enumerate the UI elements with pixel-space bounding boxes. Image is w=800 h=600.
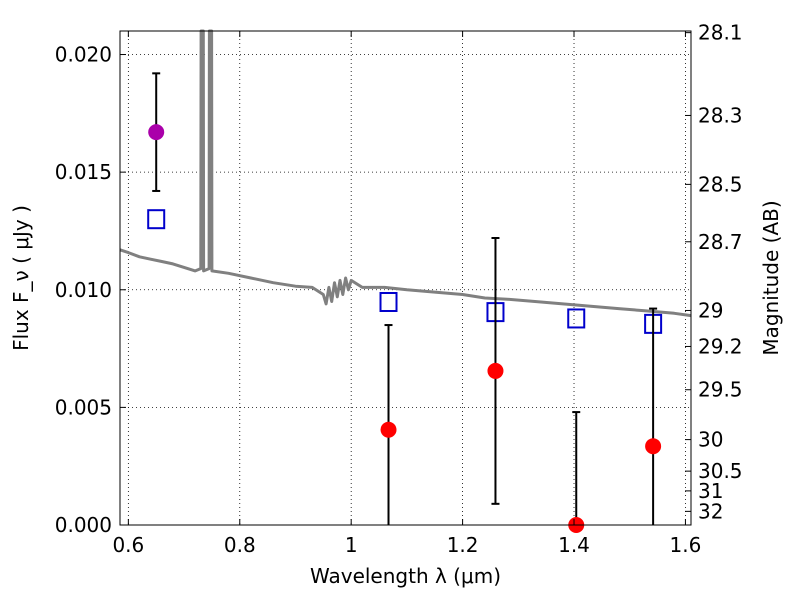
y-axis-title: Flux F_ν ( μJy ) (9, 205, 33, 351)
x-axis-title: Wavelength λ (μm) (310, 564, 501, 588)
y-tick-label: 0.005 (55, 395, 112, 419)
right-tick-label: 28.7 (698, 230, 743, 254)
x-tick-label: 1.6 (670, 533, 702, 557)
right-tick-label: 31 (698, 479, 723, 503)
spectrum-layer (119, 29, 692, 318)
right-tick-label: 32 (698, 499, 723, 523)
y-tick-label: 0.000 (55, 513, 112, 537)
flux-point (487, 362, 504, 379)
model-spectrum-line (119, 29, 692, 318)
y-tick-label: 0.020 (55, 43, 112, 67)
right-tick-label: 29.5 (698, 378, 743, 402)
flux-point (645, 438, 662, 455)
model-photometry-square (379, 291, 398, 312)
ticks-layer: 0.6 0.8 1 1.2 1.4 1.6 0.000 0.005 0.010 0.015 0.02… (55, 21, 743, 557)
grid (120, 31, 691, 526)
x-tick-label: 0.8 (224, 533, 256, 557)
y-tick-label: 0.015 (55, 160, 112, 184)
right-axis-title: Magnitude (AB) (759, 200, 783, 355)
right-tick-label: 28.5 (698, 172, 743, 196)
model-photometry-square (147, 209, 166, 230)
right-tick-label: 30 (698, 428, 723, 452)
right-tick-label: 29.2 (698, 334, 743, 358)
right-tick-label: 28.1 (698, 21, 743, 45)
x-tick-label: 0.6 (112, 533, 144, 557)
right-tick-label: 29 (698, 298, 723, 322)
right-tick-label: 30.5 (698, 459, 743, 483)
flux-point (380, 421, 397, 438)
markers-layer (147, 72, 663, 533)
plot-frame (119, 30, 692, 526)
x-tick-label: 1.4 (558, 533, 590, 557)
y-tick-label: 0.010 (55, 278, 112, 302)
detection-point (148, 124, 165, 141)
right-tick-label: 28.3 (698, 103, 743, 127)
model-photometry-square (567, 308, 586, 329)
x-tick-label: 1.2 (447, 533, 479, 557)
x-tick-label: 1 (345, 533, 358, 557)
